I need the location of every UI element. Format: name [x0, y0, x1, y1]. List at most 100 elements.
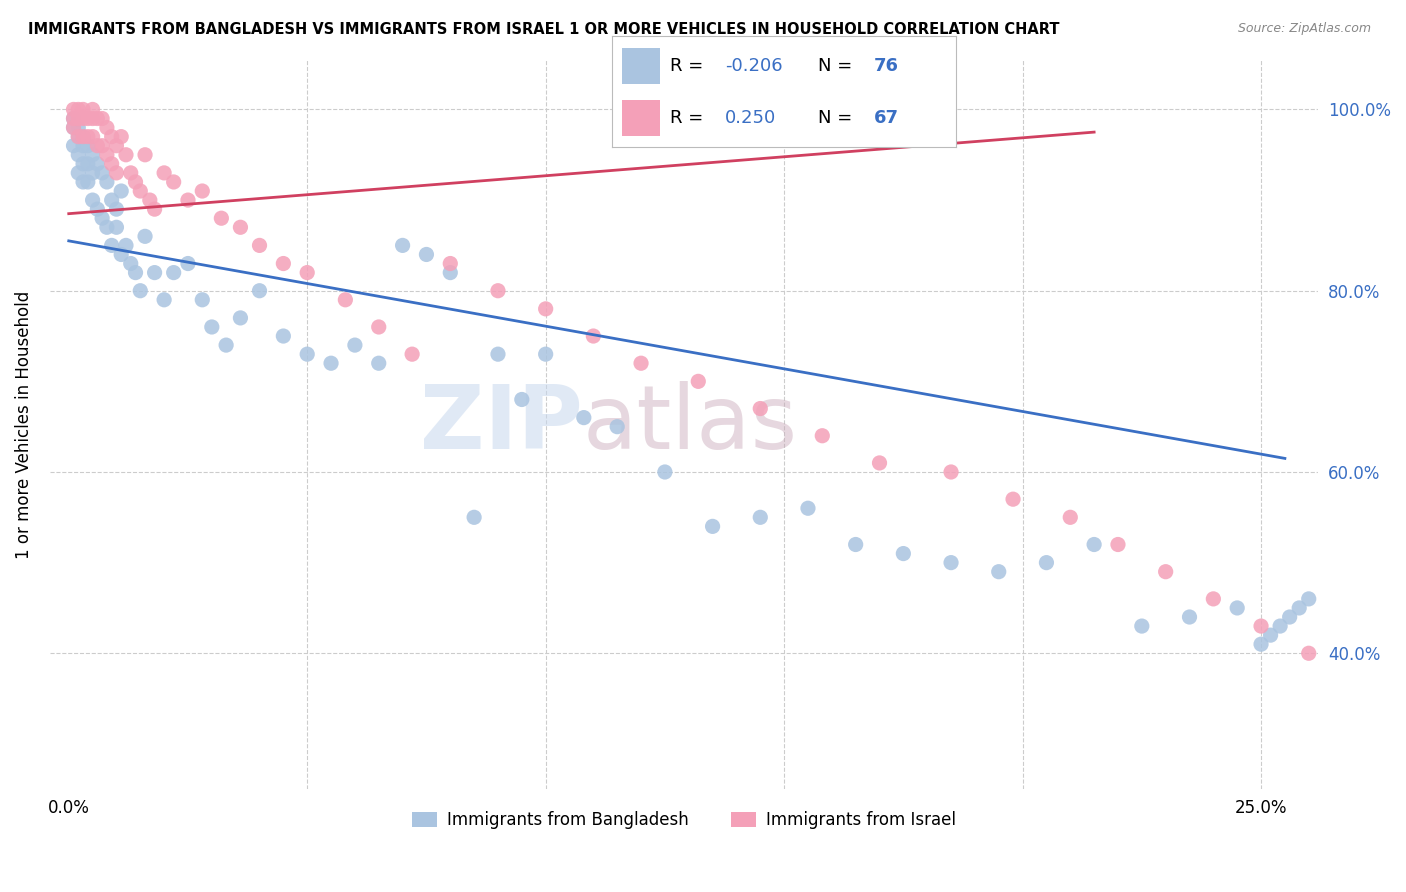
Point	[67, 120, 90, 135]
Point	[249, 238, 271, 252]
Point	[939, 465, 962, 479]
Point	[143, 202, 166, 216]
Point	[124, 175, 146, 189]
Point	[72, 103, 94, 117]
Point	[62, 112, 84, 126]
Point	[630, 356, 652, 370]
Point	[987, 565, 1010, 579]
Point	[105, 202, 128, 216]
Point	[72, 129, 94, 144]
Point	[76, 129, 98, 144]
Text: N =: N =	[818, 57, 858, 75]
Point	[1107, 537, 1129, 551]
Point	[86, 202, 108, 216]
Point	[72, 138, 94, 153]
Point	[67, 103, 90, 117]
Point	[1288, 601, 1310, 615]
Point	[153, 166, 176, 180]
Point	[1260, 628, 1282, 642]
Text: R =: R =	[671, 109, 714, 128]
Point	[110, 129, 132, 144]
Point	[76, 157, 98, 171]
Point	[582, 329, 605, 343]
Point	[273, 329, 295, 343]
Point	[1226, 601, 1249, 615]
Point	[129, 184, 152, 198]
Point	[105, 138, 128, 153]
Point	[86, 112, 108, 126]
Text: 0.250: 0.250	[725, 109, 776, 128]
Point	[1298, 591, 1320, 606]
Point	[72, 112, 94, 126]
Point	[72, 175, 94, 189]
Point	[391, 238, 413, 252]
Point	[82, 166, 104, 180]
Point	[367, 320, 389, 334]
Text: 67: 67	[873, 109, 898, 128]
Point	[606, 419, 628, 434]
Point	[72, 157, 94, 171]
Point	[439, 266, 461, 280]
Point	[1336, 673, 1358, 688]
Point	[153, 293, 176, 307]
Point	[1298, 646, 1320, 660]
Point	[143, 266, 166, 280]
Point	[273, 256, 295, 270]
Point	[67, 148, 90, 162]
FancyBboxPatch shape	[621, 101, 659, 136]
Point	[91, 138, 114, 153]
Point	[91, 112, 114, 126]
Text: ZIP: ZIP	[420, 381, 582, 468]
Point	[893, 547, 915, 561]
Point	[811, 428, 834, 442]
FancyBboxPatch shape	[621, 48, 659, 84]
Point	[163, 175, 186, 189]
Point	[82, 103, 104, 117]
Point	[319, 356, 342, 370]
Point	[96, 120, 118, 135]
Point	[91, 166, 114, 180]
Point	[67, 112, 90, 126]
Point	[1278, 610, 1301, 624]
Point	[124, 266, 146, 280]
Point	[209, 211, 232, 226]
Point	[177, 193, 200, 207]
Text: 76: 76	[873, 57, 898, 75]
Point	[463, 510, 485, 524]
Text: Source: ZipAtlas.com: Source: ZipAtlas.com	[1237, 22, 1371, 36]
Point	[702, 519, 724, 533]
Text: R =: R =	[671, 57, 709, 75]
Point	[115, 148, 138, 162]
Point	[845, 537, 868, 551]
Point	[86, 157, 108, 171]
Point	[1154, 565, 1177, 579]
Point	[654, 465, 676, 479]
Point	[572, 410, 595, 425]
Point	[120, 166, 142, 180]
Point	[82, 148, 104, 162]
Point	[201, 320, 224, 334]
Point	[415, 247, 437, 261]
Point	[335, 293, 357, 307]
Point	[1202, 591, 1225, 606]
Point	[67, 129, 90, 144]
Point	[62, 138, 84, 153]
Legend: Immigrants from Bangladesh, Immigrants from Israel: Immigrants from Bangladesh, Immigrants f…	[405, 805, 962, 836]
Point	[869, 456, 891, 470]
Point	[82, 193, 104, 207]
Point	[120, 256, 142, 270]
Point	[62, 112, 84, 126]
Point	[105, 220, 128, 235]
Point	[62, 103, 84, 117]
Point	[295, 266, 318, 280]
Point	[163, 266, 186, 280]
Point	[82, 112, 104, 126]
Point	[295, 347, 318, 361]
Text: -0.206: -0.206	[725, 57, 783, 75]
Point	[229, 310, 252, 325]
Point	[534, 301, 557, 316]
Point	[401, 347, 423, 361]
Point	[367, 356, 389, 370]
Point	[62, 120, 84, 135]
Point	[1035, 556, 1057, 570]
